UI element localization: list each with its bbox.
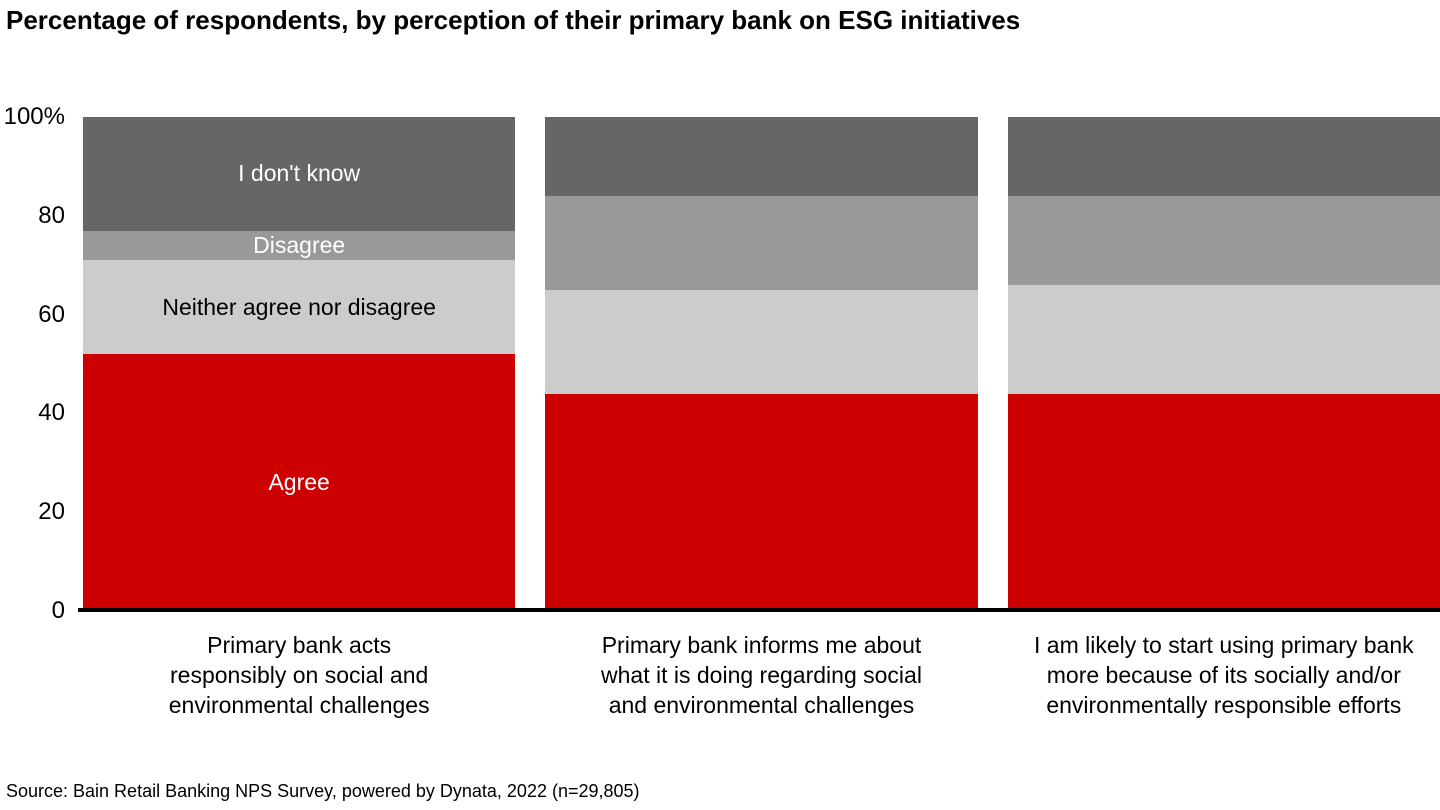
stacked-bar: I don't know Disagree Neither agree nor di… — [83, 117, 516, 611]
category-labels: Primary bank acts responsibly on social … — [83, 630, 1440, 720]
bar-segment-neither-agree-nor-disagree — [1007, 284, 1440, 394]
bar-segment-dont-know — [545, 117, 978, 197]
segment-label-agree: Agree — [268, 469, 330, 496]
category-label: I am likely to start using primary bank … — [1034, 632, 1414, 718]
y-axis-tick: 20 — [38, 498, 65, 526]
bar-segment-neither-agree-nor-disagree — [545, 289, 978, 394]
bar-segment-agree: Agree — [83, 354, 516, 611]
bar-segment-neither-agree-nor-disagree: Neither agree nor disagree — [83, 260, 516, 355]
stacked-bar — [1007, 117, 1440, 611]
y-axis-tick: 40 — [38, 399, 65, 427]
segment-label-neither-agree-nor-disagree: Neither agree nor disagree — [162, 293, 436, 320]
x-axis-line — [78, 608, 1440, 612]
bar-segment-agree — [545, 393, 978, 611]
category-label: Primary bank informs me about what it is… — [601, 632, 922, 718]
bar-segment-agree — [1007, 393, 1440, 611]
bar-segment-disagree — [1007, 196, 1440, 285]
bar-segment-dont-know: I don't know — [83, 117, 516, 231]
plot-area: I don't know Disagree Neither agree nor di… — [78, 117, 1440, 612]
chart-area: 100% 80 60 40 20 0 I don't know Disagree Neithe… — [0, 103, 1440, 624]
bar-segment-disagree — [545, 196, 978, 290]
category-label: Primary bank acts responsibly on social … — [168, 632, 430, 718]
y-axis-tick: 0 — [51, 597, 65, 624]
stacked-bar — [545, 117, 978, 611]
chart-title: Percentage of respondents, by perception… — [6, 5, 1021, 35]
segment-label-disagree: Disagree — [253, 231, 346, 258]
y-axis-tick: 100% — [3, 103, 65, 130]
y-axis: 100% 80 60 40 20 0 — [0, 103, 83, 624]
y-axis-tick: 80 — [38, 201, 65, 229]
segment-label-dont-know: I don't know — [238, 160, 361, 187]
source-note: Source: Bain Retail Banking NPS Survey, … — [6, 781, 640, 801]
bar-segment-disagree: Disagree — [83, 230, 516, 261]
bar-segment-dont-know — [1007, 117, 1440, 197]
y-axis-tick: 60 — [38, 300, 65, 328]
